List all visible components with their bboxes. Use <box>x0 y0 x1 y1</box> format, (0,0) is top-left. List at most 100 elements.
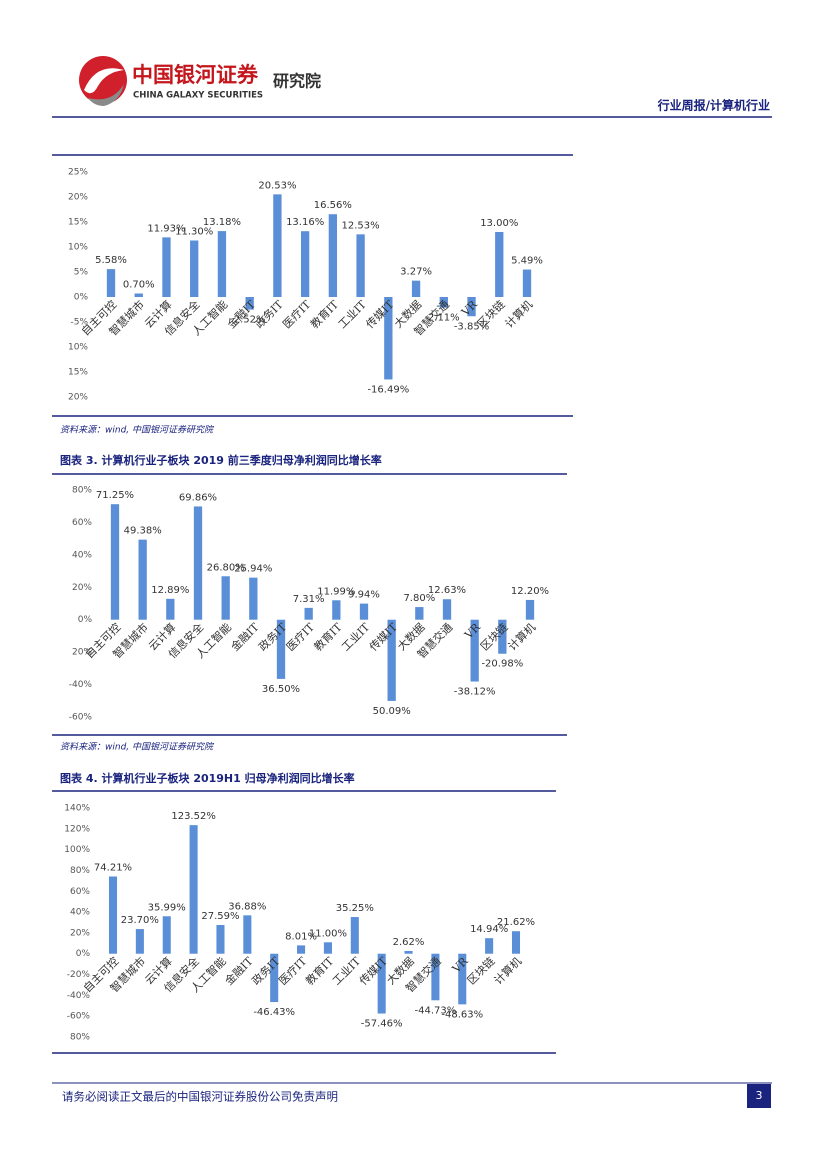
bar <box>411 280 421 297</box>
bar <box>458 953 467 1005</box>
bar <box>431 953 440 1001</box>
value-label: 71.25% <box>96 490 134 501</box>
category-label: 区块链 <box>464 954 497 987</box>
y-tick-label: 140% <box>64 804 90 814</box>
y-tick-label: -40% <box>69 680 93 690</box>
y-tick-label: -5% <box>70 318 88 328</box>
value-label: 35.99% <box>148 902 186 913</box>
value-label: 25.94% <box>234 564 272 575</box>
bar <box>384 297 393 380</box>
bar <box>498 619 507 654</box>
bar <box>359 603 369 620</box>
value-label: 11.30% <box>175 227 213 238</box>
value-label: 12.20% <box>511 586 549 597</box>
bar <box>190 240 199 297</box>
value-label: 3.27% <box>400 267 432 278</box>
value-label: 2.11% <box>428 313 460 324</box>
category-label: 计算机 <box>502 297 535 330</box>
value-label: 11.99% <box>317 586 355 597</box>
y-tick-label: 80% <box>72 486 92 496</box>
bar <box>217 231 227 297</box>
bar <box>328 214 338 297</box>
bar <box>270 953 279 1003</box>
value-label: 9.94% <box>348 590 380 601</box>
bar <box>377 953 386 1014</box>
category-label: 工业IT <box>336 298 369 331</box>
value-label: -44.73% <box>415 1005 457 1016</box>
bar <box>495 232 504 297</box>
category-label: 工业IT <box>330 954 363 987</box>
y-tick-label: 0% <box>74 293 89 303</box>
value-label: 5.58% <box>95 255 127 266</box>
bar <box>166 598 175 620</box>
bar <box>300 231 310 297</box>
y-tick-label: 60% <box>70 887 90 897</box>
value-label: 7.31% <box>293 594 325 605</box>
bar <box>387 619 396 701</box>
category-label: 工业IT <box>339 620 372 653</box>
bar <box>467 297 476 317</box>
bar <box>511 931 521 954</box>
bar <box>415 607 424 620</box>
y-tick-label: 100% <box>64 845 90 855</box>
value-label: 36.88% <box>228 901 266 912</box>
source: 资料来源：wind, 中国银河证券研究院 <box>60 742 215 753</box>
bar <box>216 925 225 954</box>
value-label: 69.86% <box>179 492 217 503</box>
bar <box>106 269 116 297</box>
category-label: VR <box>449 954 471 976</box>
value-label: 2.52% <box>234 315 266 326</box>
bar <box>522 269 532 297</box>
y-tick-label: 80% <box>70 1033 90 1043</box>
y-tick-label: 5% <box>74 268 89 278</box>
value-label: 12.89% <box>151 585 189 596</box>
y-tick-label: -20% <box>67 970 91 980</box>
value-label: 13.18% <box>203 217 241 228</box>
value-label: 123.52% <box>171 811 216 822</box>
bar <box>470 619 479 682</box>
page-number: 3 <box>756 1089 763 1102</box>
category-label: 教育IT <box>307 297 341 331</box>
y-tick-label: 20% <box>68 393 88 403</box>
bar <box>134 293 143 297</box>
bar <box>356 234 365 297</box>
value-label: -48.63% <box>441 1009 483 1020</box>
page-box <box>747 1084 771 1108</box>
y-tick-label: 25% <box>68 168 88 178</box>
y-tick-label: 20% <box>68 193 88 203</box>
bar <box>135 929 144 954</box>
value-label: 7.80% <box>403 593 435 604</box>
bar <box>323 942 332 954</box>
value-label: -46.43% <box>253 1007 295 1018</box>
value-label: 11.93% <box>147 223 185 234</box>
category-label: 金融IT <box>222 954 256 988</box>
y-tick-label: -40% <box>67 991 91 1001</box>
bar <box>485 938 494 954</box>
value-label: 12.63% <box>428 585 466 596</box>
y-tick-label: 20% <box>72 648 92 658</box>
caption: 图表 3. 计算机行业子板块 2019 前三季度归母净利润同比增长率 <box>60 453 382 467</box>
value-label: -3.85% <box>454 321 489 332</box>
value-label: 8.01% <box>285 931 317 942</box>
category-label: 计算机 <box>491 954 524 987</box>
section: 行业周报/计算机行业 <box>657 98 770 113</box>
bar <box>276 619 286 679</box>
bar <box>162 916 171 954</box>
value-label: 0.70% <box>123 280 155 291</box>
category-label: 金融IT <box>228 620 262 654</box>
y-tick-label: 40% <box>70 908 90 918</box>
bar <box>332 600 341 620</box>
y-tick-label: -60% <box>67 1012 91 1022</box>
value-label: 16.56% <box>314 200 352 211</box>
bar <box>404 951 413 954</box>
y-tick-label: 40% <box>72 550 92 560</box>
category-label: VR <box>462 620 484 642</box>
bar <box>442 599 452 620</box>
category-label: 医疗IT <box>276 954 310 988</box>
value-label: 11.00% <box>309 928 347 939</box>
value-label: 21.62% <box>497 917 535 928</box>
value-label: 50.09% <box>373 706 411 717</box>
value-label: 23.70% <box>121 915 159 926</box>
bar <box>162 237 171 297</box>
value-label: 12.53% <box>342 220 380 231</box>
